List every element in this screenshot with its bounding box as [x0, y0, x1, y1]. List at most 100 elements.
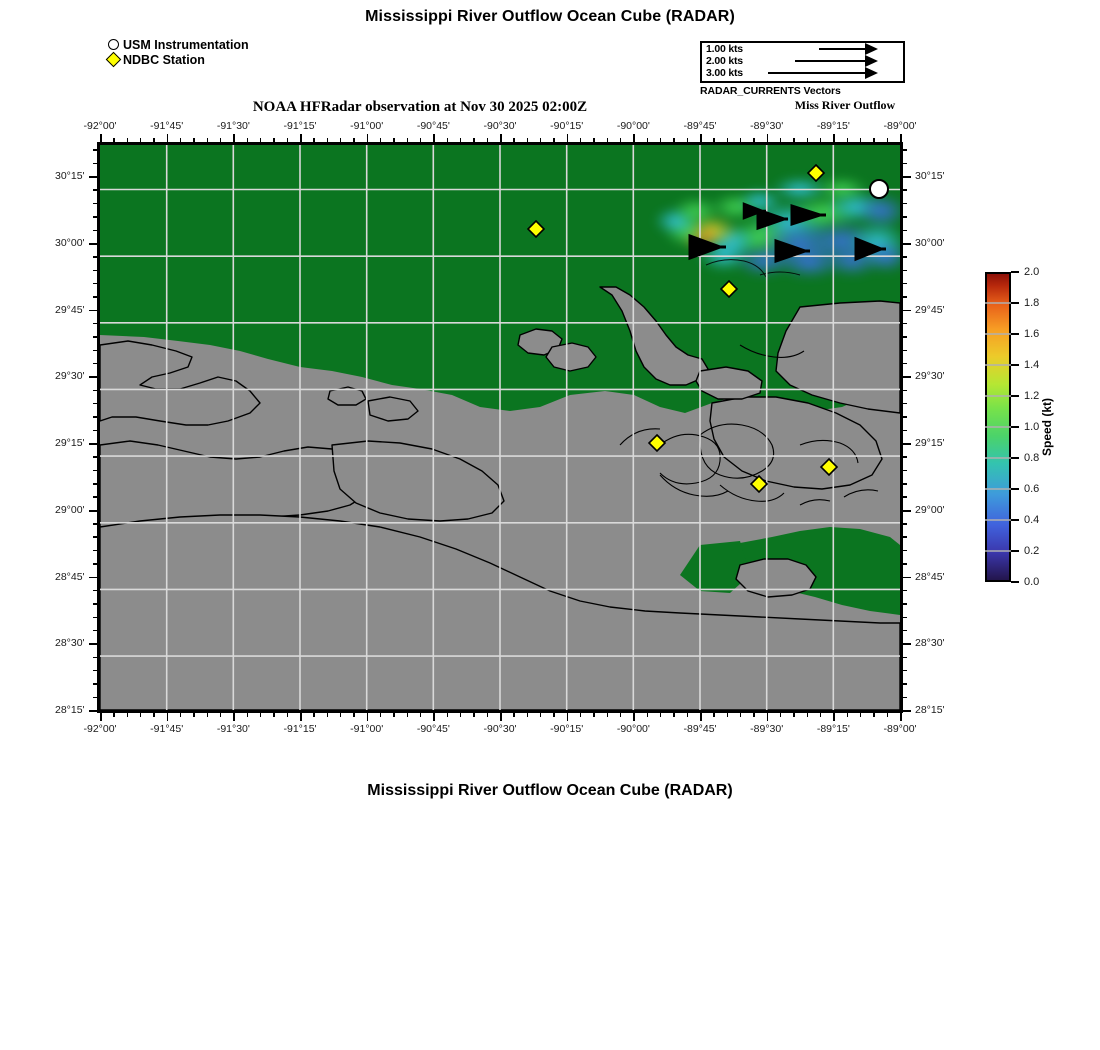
colorbar-band-divider: [985, 457, 1011, 459]
axis-tick-label: 30°00': [55, 236, 85, 249]
colorbar-band-divider: [985, 550, 1011, 552]
axis-tick-label: 29°45': [915, 303, 945, 316]
axis-tick-label: -91°00': [350, 120, 384, 132]
vector-arrow-head-3: [865, 67, 878, 79]
graticule-grid: [100, 145, 900, 710]
vector-scale-row-2: 2.00 kts: [702, 55, 903, 67]
vector-arrow-head-1: [865, 43, 878, 55]
colorbar-tick: [1011, 581, 1019, 583]
colorbar-band-divider: [985, 519, 1011, 521]
colorbar-band-divider: [985, 426, 1011, 428]
station-marker-usm: [869, 179, 889, 199]
bottom-title: Mississippi River Outflow Ocean Cube (RA…: [367, 782, 733, 799]
chart-subtitle: NOAA HFRadar observation at Nov 30 2025 …: [252, 99, 588, 115]
vector-scale-row-1: 1.00 kts: [702, 43, 903, 55]
vector-scale-label-3: 3.00 kts: [706, 67, 743, 79]
axis-tick-label: -91°30': [216, 723, 250, 735]
colorbar-band-divider: [985, 364, 1011, 366]
axis-tick-label: -91°15': [283, 723, 317, 735]
colorbar-tick-label: 0.8: [1024, 452, 1040, 464]
axis-tick-label: 28°45': [915, 570, 945, 583]
vector-scale-legend: 1.00 kts 2.00 kts 3.00 kts: [700, 41, 905, 83]
map-graphic: [100, 145, 900, 710]
colorbar-tick: [1011, 457, 1019, 459]
station-marker-ndbc: [806, 163, 826, 183]
colorbar-tick-label: 1.8: [1024, 297, 1040, 309]
coastline-overlay: [705, 259, 801, 278]
colorbar-tick: [1011, 302, 1019, 304]
station-marker-ndbc: [749, 474, 769, 494]
axis-tick-label: -92°00': [83, 120, 117, 132]
axis-tick-label: 28°15': [55, 704, 85, 716]
station-marker-ndbc: [647, 433, 667, 453]
colorbar-tick: [1011, 271, 1019, 273]
colorbar-tick-label: 0.6: [1024, 483, 1040, 495]
axis-tick-label: -90°00': [616, 120, 650, 132]
axis-tick-label: 29°00': [55, 503, 85, 516]
axis-tick-label: -92°00': [83, 723, 117, 735]
colorbar-tick: [1011, 550, 1019, 552]
legend-item-usm: USM Instrumentation: [108, 37, 249, 52]
vector-scale-label-1: 1.00 kts: [706, 43, 743, 55]
colorbar-tick-label: 1.6: [1024, 328, 1040, 340]
vector-scale-label-2: 2.00 kts: [706, 55, 743, 67]
axis-tick-label: -89°45': [683, 120, 717, 132]
station-marker-ndbc: [719, 279, 739, 299]
legend-label-ndbc: NDBC Station: [123, 52, 205, 67]
colorbar-band-divider: [985, 395, 1011, 397]
vector-arrow-shaft-3: [768, 72, 865, 74]
axis-tick-label: 28°30': [915, 637, 945, 650]
axis-tick-label: -89°15': [816, 723, 850, 735]
axis-tick-label: -91°30': [216, 120, 250, 132]
axis-tick-label: -89°00': [883, 723, 917, 735]
axis-tick-label: -90°00': [616, 723, 650, 735]
colorbar-tick-label: 0.4: [1024, 514, 1040, 526]
colorbar-tick-label: 2.0: [1024, 266, 1040, 278]
axis-tick-label: 29°00': [915, 503, 945, 516]
colorbar-tick: [1011, 519, 1019, 521]
map-panel[interactable]: [97, 142, 903, 713]
colorbar-tick: [1011, 488, 1019, 490]
colorbar-tick-label: 1.0: [1024, 421, 1040, 433]
axis-tick-label: 29°15': [915, 437, 945, 450]
colorbar-tick-label: 0.2: [1024, 545, 1040, 557]
axis-tick-label: -90°30': [483, 723, 517, 735]
axis-tick-label: 30°00': [915, 236, 945, 249]
colorbar-tick-label: 0.0: [1024, 576, 1040, 588]
axis-tick-label: -89°30': [750, 120, 784, 132]
station-marker-ndbc: [819, 457, 839, 477]
colorbar-tick: [1011, 364, 1019, 366]
vector-arrow-shaft-1: [819, 48, 865, 50]
outflow-caption: Miss River Outflow: [794, 98, 896, 112]
axis-tick-label: 29°15': [55, 437, 85, 450]
page-title: Mississippi River Outflow Ocean Cube (RA…: [365, 8, 735, 25]
legend-item-ndbc: NDBC Station: [105, 51, 249, 68]
colorbar-tick: [1011, 333, 1019, 335]
axis-tick-label: -91°15': [283, 120, 317, 132]
axis-tick-label: -90°30': [483, 120, 517, 132]
axis-tick-label: 30°15': [55, 170, 85, 183]
axis-tick-label: 28°30': [55, 637, 85, 650]
vector-arrow-shaft-2: [795, 60, 865, 62]
axis-tick-label: 28°15': [915, 704, 945, 716]
vector-scale-row-3: 3.00 kts: [702, 67, 903, 79]
usm-circle-icon: [108, 39, 119, 50]
colorbar-tick: [1011, 395, 1019, 397]
axis-tick-label: -90°45': [416, 723, 450, 735]
axis-tick-label: -89°30': [750, 723, 784, 735]
marker-legend: USM Instrumentation NDBC Station: [105, 37, 249, 68]
colorbar-tick: [1011, 426, 1019, 428]
legend-label-usm: USM Instrumentation: [123, 37, 249, 52]
axis-tick-label: -91°45': [150, 723, 184, 735]
axis-tick-label: -90°45': [416, 120, 450, 132]
axis-tick-label: -90°15': [550, 723, 584, 735]
vector-legend-caption: RADAR_CURRENTS Vectors: [700, 85, 841, 97]
map-canvas[interactable]: [100, 145, 900, 710]
axis-tick-label: 29°30': [55, 370, 85, 383]
axis-tick-label: 28°45': [55, 570, 85, 583]
station-marker-ndbc: [526, 219, 546, 239]
axis-tick-label: -91°45': [150, 120, 184, 132]
colorbar-band-divider: [985, 333, 1011, 335]
colorbar-tick-label: 1.2: [1024, 390, 1040, 402]
axis-tick-label: 30°15': [915, 170, 945, 183]
